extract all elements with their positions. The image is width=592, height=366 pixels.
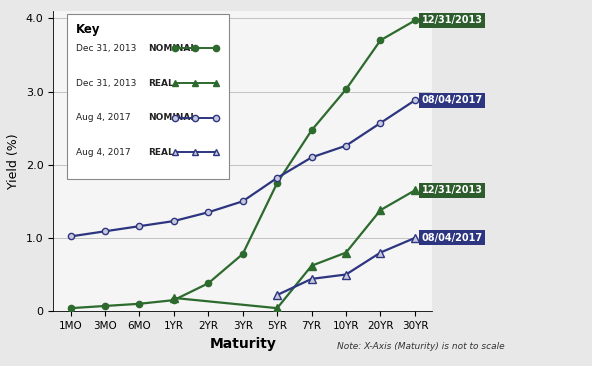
Text: Dec 31, 2013: Dec 31, 2013 [76, 79, 136, 87]
Text: NOMINAL: NOMINAL [148, 44, 196, 53]
Text: Maturity: Maturity [210, 337, 276, 351]
Text: 08/04/2017: 08/04/2017 [422, 233, 483, 243]
Text: NOMINAL: NOMINAL [148, 113, 196, 122]
Text: Aug 4, 2017: Aug 4, 2017 [76, 147, 131, 157]
Text: 08/04/2017: 08/04/2017 [422, 95, 483, 105]
FancyBboxPatch shape [66, 14, 230, 179]
Text: Dec 31, 2013: Dec 31, 2013 [76, 44, 136, 53]
Text: Aug 4, 2017: Aug 4, 2017 [76, 113, 131, 122]
Text: Note: X-Axis (Maturity) is not to scale: Note: X-Axis (Maturity) is not to scale [337, 342, 505, 351]
Text: REAL: REAL [148, 79, 173, 87]
Y-axis label: Yield (%): Yield (%) [7, 133, 20, 189]
Text: 12/31/2013: 12/31/2013 [422, 15, 483, 26]
Text: 12/31/2013: 12/31/2013 [422, 185, 483, 195]
Text: REAL: REAL [148, 147, 173, 157]
Text: Key: Key [76, 23, 101, 36]
